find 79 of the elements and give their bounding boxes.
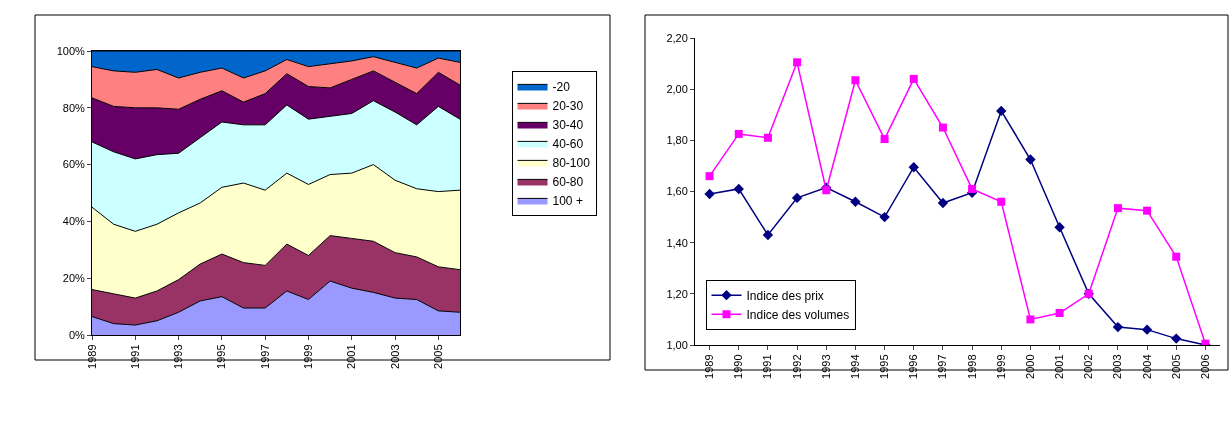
point [793, 58, 802, 67]
x-tick-label: 2005 [1169, 354, 1182, 379]
y-tick-label: 100% [56, 44, 86, 57]
point [1026, 315, 1035, 324]
x-tick-label: 1996 [907, 354, 920, 379]
point [937, 197, 949, 209]
x-tick-label: 1991 [128, 344, 141, 369]
y-tick-label: 2,20 [666, 31, 688, 44]
x-tick-label: 1993 [172, 344, 185, 369]
x-tick-label: 2004 [1140, 354, 1153, 379]
point [1055, 309, 1064, 318]
x-tick-label: 1995 [878, 354, 891, 379]
x-tick-label: 1999 [302, 344, 315, 369]
point [1171, 333, 1182, 344]
point [909, 74, 918, 83]
x-tick-label: 2000 [1023, 354, 1036, 379]
x-tick-label: 1998 [965, 354, 978, 379]
legend-label: 80-100 [552, 156, 591, 171]
x-tick-label: 1993 [819, 354, 832, 379]
legend-label: 100 + [552, 194, 583, 209]
point [822, 186, 831, 195]
y-tick-label: 40% [62, 215, 85, 228]
legend-label: 20-30 [552, 99, 584, 114]
x-tick-label: 1989 [85, 344, 98, 369]
point [1112, 321, 1124, 333]
y-tick-label: 2,00 [666, 83, 688, 96]
y-tick-label: 1,40 [666, 236, 688, 249]
point [705, 172, 714, 181]
x-tick-label: 2003 [388, 344, 401, 369]
point [791, 192, 803, 204]
x-tick-label: 2003 [1111, 354, 1124, 379]
point [762, 229, 774, 241]
x-tick-label: 1994 [848, 354, 861, 379]
point [1141, 324, 1153, 335]
x-tick-label: 2006 [1198, 354, 1211, 379]
point [997, 197, 1006, 206]
point [968, 184, 977, 193]
x-tick-label: 1990 [732, 354, 745, 379]
legend-label: 60-80 [552, 175, 584, 190]
x-tick-label: 1995 [215, 344, 228, 369]
y-tick-label: 80% [62, 101, 85, 114]
x-tick-label: 1992 [790, 354, 803, 379]
x-tick-label: 1997 [258, 344, 271, 369]
point [734, 129, 743, 138]
x-tick-label: 2001 [1053, 354, 1066, 379]
point [996, 105, 1007, 117]
y-tick-label: 0% [68, 328, 86, 341]
y-tick-label: 1,80 [666, 134, 688, 147]
legend-label: 40-60 [552, 137, 584, 152]
point [1025, 154, 1036, 165]
point [704, 188, 715, 200]
legend-label: Indice des prix [746, 288, 824, 303]
y-tick-label: 20% [62, 272, 85, 285]
point [1113, 204, 1122, 213]
point [879, 211, 890, 223]
point [1054, 222, 1065, 233]
x-tick-label: 2001 [345, 344, 358, 369]
x-tick-label: 2005 [431, 344, 444, 369]
legend-label: Indice des volumes [746, 307, 850, 322]
point [938, 123, 947, 132]
point [880, 135, 889, 144]
y-tick-label: 60% [62, 158, 85, 171]
point [908, 162, 919, 173]
x-tick-label: 1989 [703, 354, 716, 379]
x-tick-label: 1997 [936, 354, 949, 379]
point [850, 196, 861, 207]
point [851, 76, 860, 85]
point [733, 183, 744, 195]
y-tick-label: 1,60 [666, 185, 688, 198]
x-tick-label: 1991 [761, 354, 774, 379]
x-tick-label: 2002 [1082, 354, 1095, 379]
point [1172, 252, 1181, 261]
x-tick-label: 1999 [994, 354, 1007, 379]
legend-label: -20 [552, 80, 571, 95]
point [1143, 206, 1152, 215]
y-tick-label: 1,20 [666, 287, 688, 300]
y-tick-label: 1,00 [666, 338, 688, 351]
legend-label: 30-40 [552, 118, 584, 133]
point [763, 133, 772, 142]
